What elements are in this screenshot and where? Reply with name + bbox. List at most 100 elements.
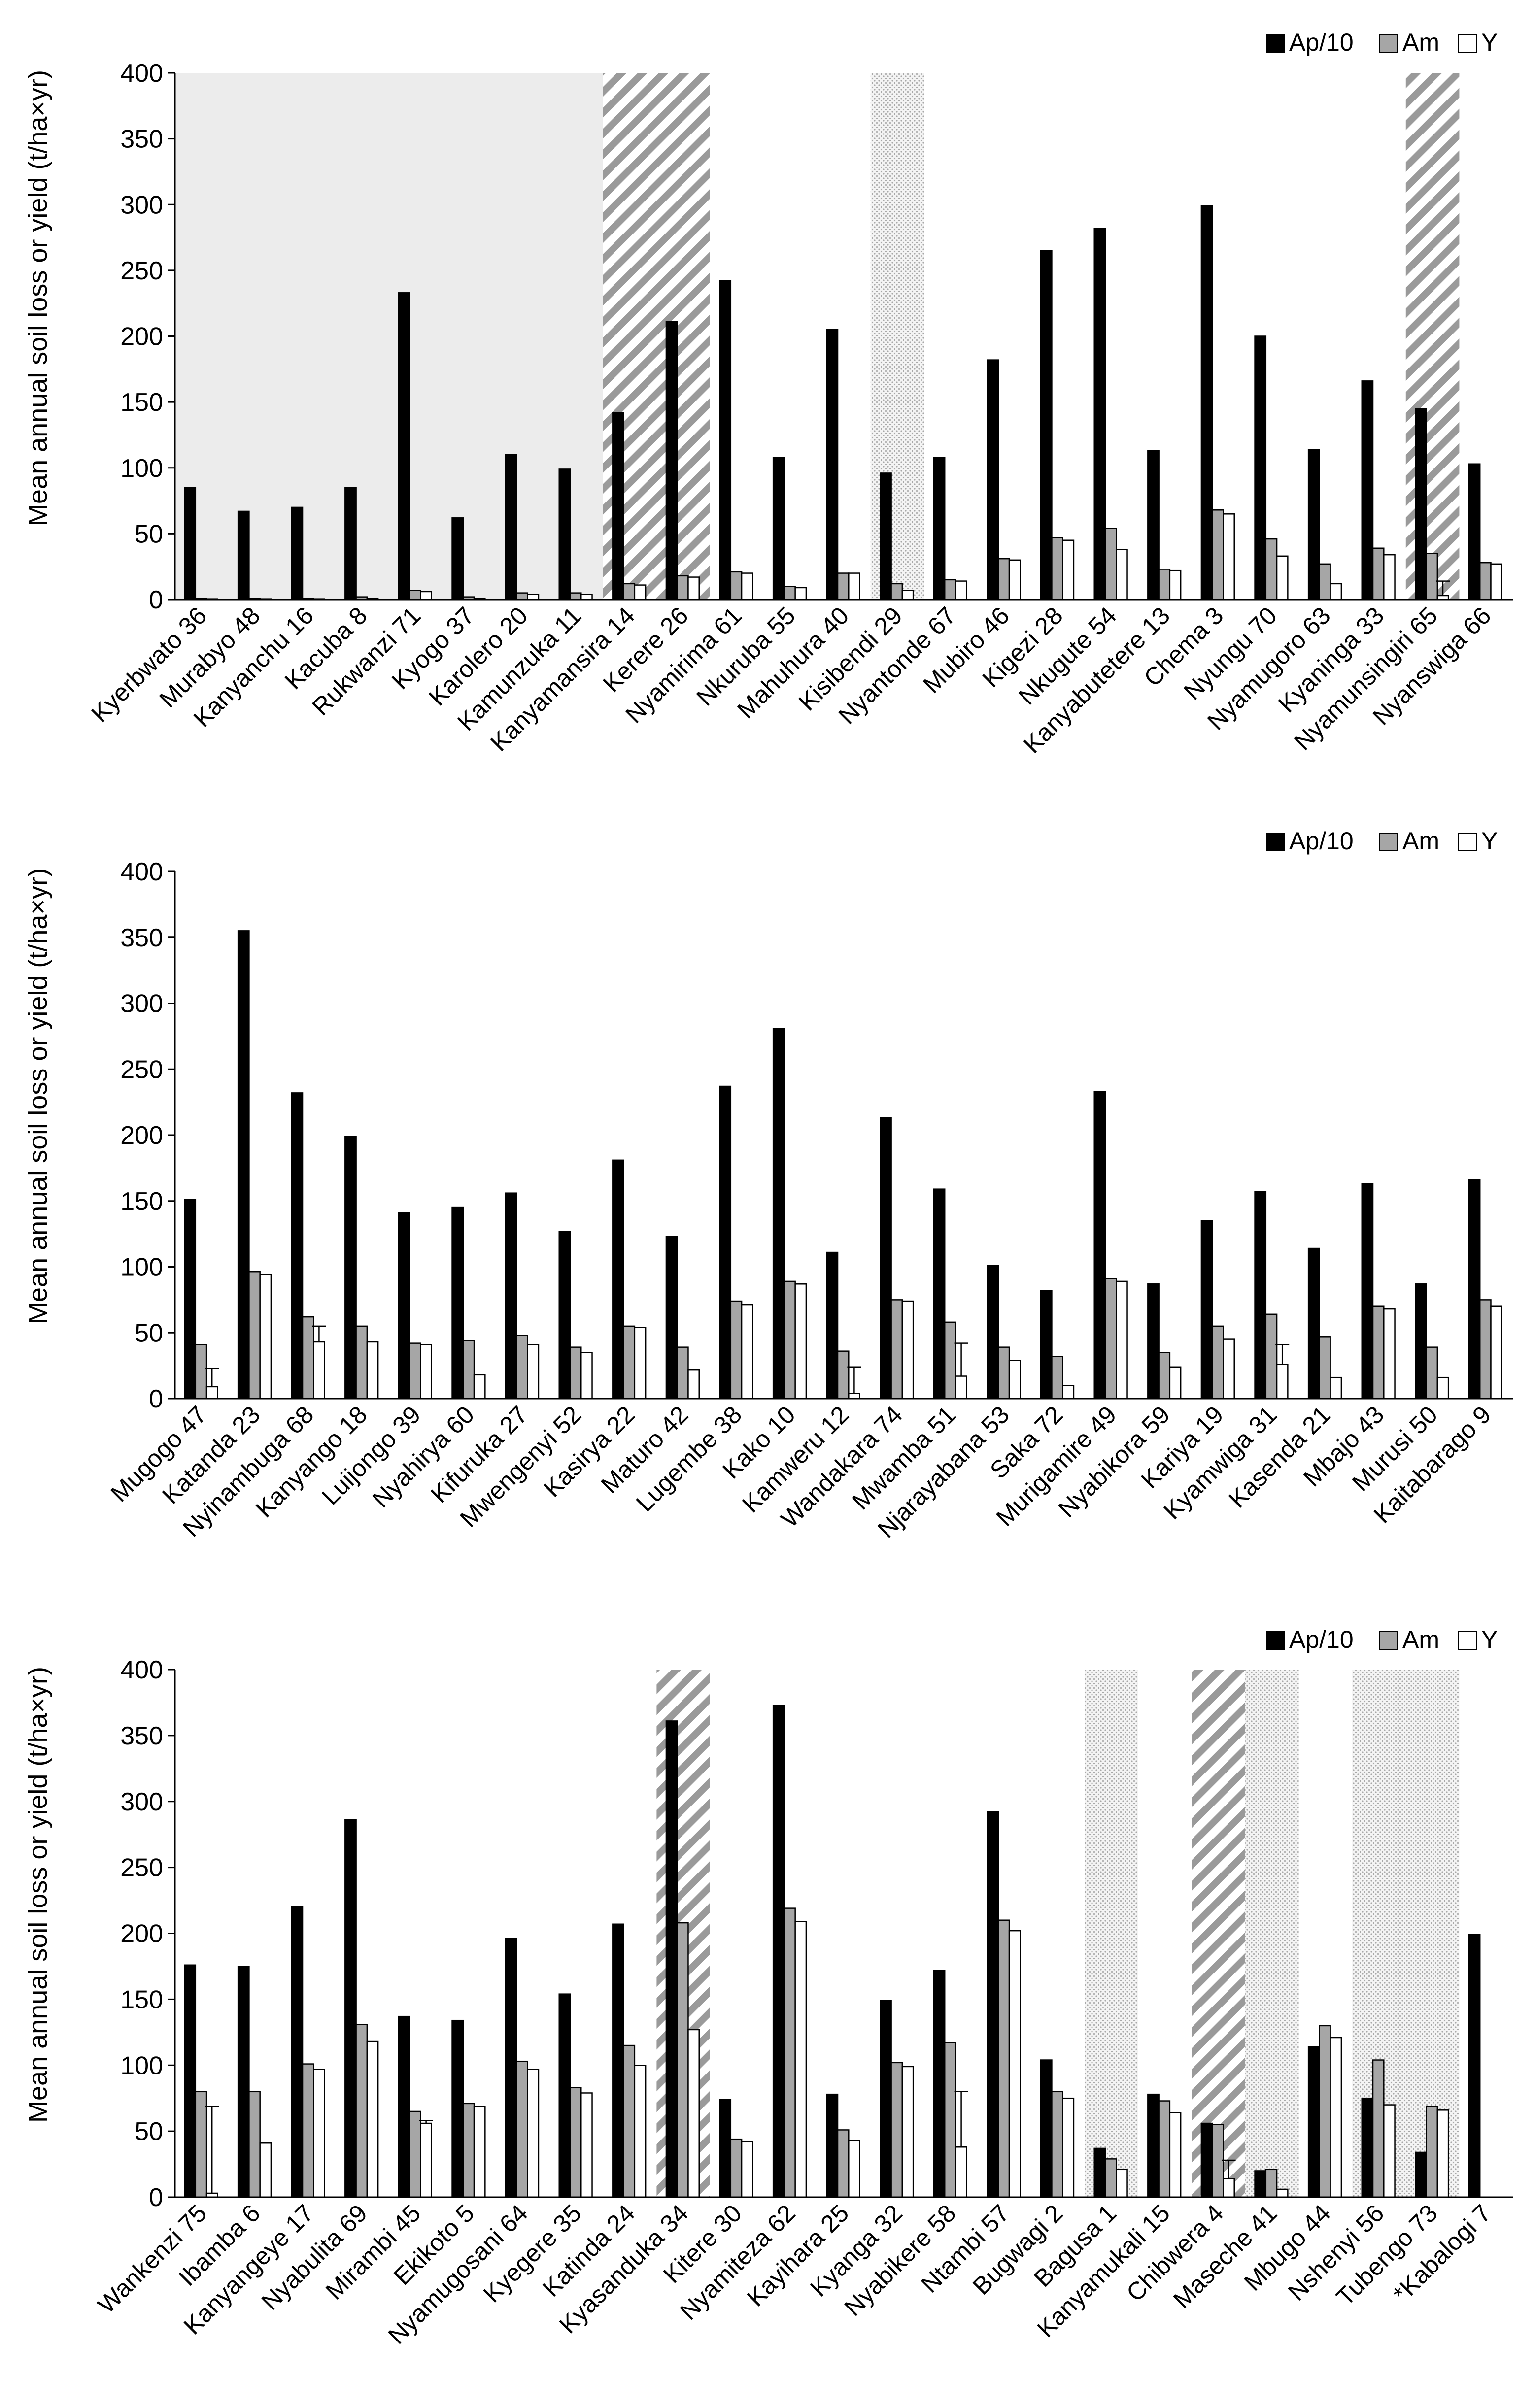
- bar-y: [901, 2066, 914, 2198]
- y-tick-label: 100: [120, 454, 163, 483]
- bar-am: [944, 2042, 956, 2198]
- y-tick-label: 350: [120, 1722, 163, 1750]
- bar-ap: [772, 1705, 785, 2198]
- bar-am: [1265, 1313, 1278, 1400]
- bar-ap: [665, 1236, 678, 1400]
- bar-y: [313, 2069, 325, 2198]
- bar-y: [1116, 2169, 1128, 2198]
- bar-ap: [1093, 1091, 1106, 1400]
- bar-am: [1372, 2059, 1385, 2198]
- bar-am: [837, 1350, 850, 1400]
- bar-y: [848, 1393, 860, 1400]
- bar-ap: [184, 1964, 197, 2198]
- legend-ap-label: Ap/10: [1289, 29, 1354, 56]
- bar-am: [1051, 537, 1063, 601]
- bar-ap: [1307, 449, 1320, 601]
- y-tick-label: 200: [120, 323, 163, 351]
- bar-y: [901, 1300, 914, 1400]
- y-tick-label: 150: [120, 1187, 163, 1216]
- bar-y: [741, 572, 753, 601]
- legend-am-swatch: [1379, 1631, 1398, 1650]
- bar-am: [730, 2138, 743, 2198]
- bar-ap: [237, 930, 250, 1400]
- bar-y: [366, 1341, 379, 1400]
- bar-y: [527, 1344, 540, 1400]
- bar-ap: [933, 1188, 946, 1400]
- bar-ap: [1093, 2147, 1106, 2198]
- bar-am: [890, 583, 903, 601]
- bar-y: [1169, 1366, 1182, 1400]
- bar-y: [1490, 1305, 1502, 1400]
- bar-am: [248, 1271, 261, 1400]
- bar-ap: [1468, 1934, 1481, 2198]
- shaded-region-dots: [870, 73, 924, 600]
- bar-am: [997, 1346, 1010, 1400]
- shaded-region-hatch: [1405, 73, 1460, 600]
- bar-ap: [665, 1720, 678, 2198]
- bar-ap: [933, 457, 946, 601]
- legend-ap-swatch: [1266, 34, 1285, 53]
- bar-am: [1051, 2091, 1063, 2198]
- bar-ap: [505, 1938, 517, 2198]
- bar-ap: [184, 1199, 197, 1400]
- bar-am: [516, 1335, 528, 1400]
- y-tick-label: 50: [135, 2117, 163, 2146]
- bar-am: [837, 572, 850, 601]
- bar-ap: [719, 1085, 732, 1400]
- bar-y: [366, 2040, 379, 2198]
- bar-am: [462, 2103, 475, 2198]
- bar-am: [1479, 1299, 1492, 1400]
- bar-y: [473, 2106, 486, 2198]
- bar-y: [1436, 1376, 1449, 1400]
- bar-am: [355, 2023, 368, 2198]
- bar-ap: [1200, 2122, 1213, 2198]
- bar-am: [1211, 509, 1224, 601]
- bar-ap: [451, 517, 464, 601]
- bar-y: [794, 587, 807, 601]
- bar-am: [890, 1299, 903, 1400]
- legend-am-label: Am: [1402, 827, 1439, 855]
- bar-ap: [558, 468, 571, 601]
- bar-ap: [612, 412, 624, 601]
- y-axis-title-panel-1: Mean annual soil loss or yield (t/ha×yr): [23, 70, 53, 526]
- bar-y: [527, 594, 540, 601]
- bar-ap: [987, 359, 999, 601]
- bar-y: [1062, 1385, 1075, 1400]
- legend-ap-swatch: [1266, 1631, 1285, 1650]
- bar-ap: [1040, 2059, 1053, 2198]
- y-tick-label: 250: [120, 1854, 163, 1882]
- bar-y: [1276, 1364, 1289, 1400]
- legend-am-swatch: [1379, 34, 1398, 53]
- bar-am: [1372, 1305, 1385, 1400]
- bar-am: [1265, 538, 1278, 601]
- bar-y: [848, 2140, 860, 2198]
- y-tick-label: 100: [120, 1253, 163, 1282]
- bar-am: [1104, 2158, 1117, 2198]
- y-tick-label: 350: [120, 125, 163, 154]
- bar-y: [1383, 554, 1396, 601]
- bar-am: [730, 571, 743, 601]
- bar-ap: [1361, 2097, 1374, 2198]
- bar-ap: [1468, 1179, 1481, 1400]
- bar-ap: [398, 1212, 410, 1400]
- bar-am: [676, 575, 689, 601]
- bar-y: [259, 2142, 272, 2198]
- bar-am: [784, 1280, 796, 1400]
- bar-am: [248, 2091, 261, 2198]
- legend-y-swatch: [1458, 1631, 1477, 1650]
- bar-ap: [344, 1136, 357, 1400]
- bar-y: [1008, 1930, 1021, 2198]
- bar-y: [1330, 583, 1342, 601]
- bar-ap: [558, 1993, 571, 2198]
- bar-am: [355, 1325, 368, 1400]
- bar-am: [1426, 2106, 1438, 2198]
- bar-am: [1158, 2100, 1171, 2198]
- bar-ap: [826, 329, 839, 601]
- bar-y: [955, 580, 967, 601]
- y-tick-label: 300: [120, 1788, 163, 1816]
- bar-am: [1319, 2025, 1331, 2198]
- bar-am: [1211, 1325, 1224, 1400]
- bar-y: [205, 1386, 218, 1400]
- bar-ap: [344, 487, 357, 601]
- bar-y: [687, 576, 700, 601]
